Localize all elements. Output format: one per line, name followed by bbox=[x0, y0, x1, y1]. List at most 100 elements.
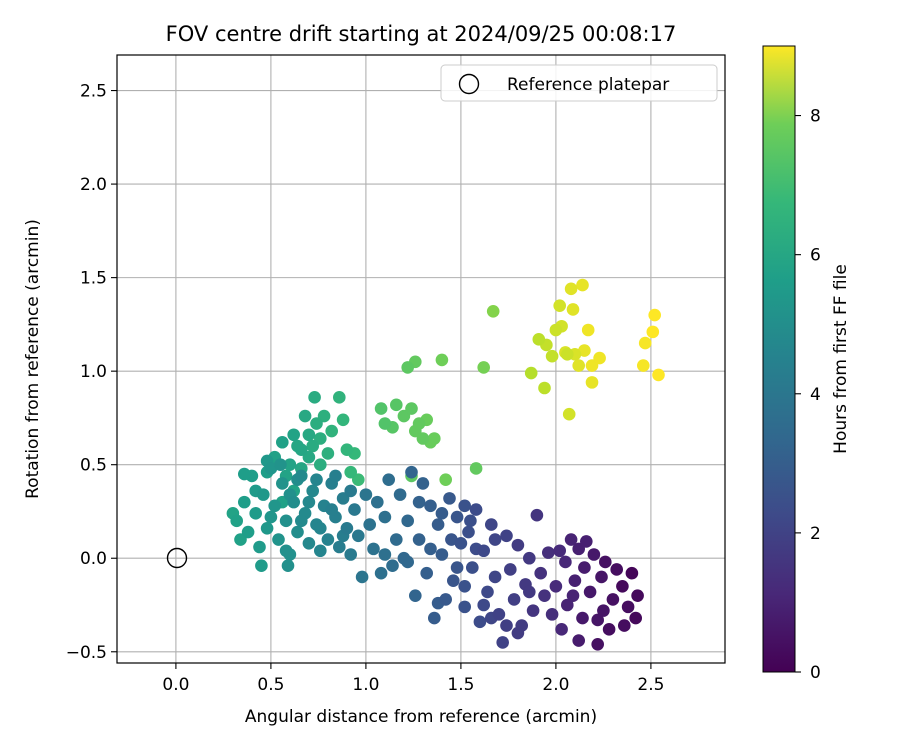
data-point bbox=[561, 598, 574, 612]
data-point bbox=[469, 503, 483, 516]
data-point bbox=[409, 589, 422, 602]
data-point bbox=[340, 522, 354, 535]
data-point bbox=[500, 529, 513, 543]
data-point bbox=[576, 611, 589, 625]
data-point bbox=[386, 559, 399, 573]
data-point bbox=[595, 570, 608, 584]
data-point bbox=[591, 637, 604, 651]
data-point bbox=[621, 600, 635, 614]
data-point bbox=[314, 458, 327, 471]
data-point bbox=[428, 611, 441, 625]
data-point bbox=[378, 548, 392, 561]
data-point bbox=[321, 447, 335, 460]
data-point bbox=[268, 499, 282, 513]
data-point bbox=[264, 462, 278, 475]
x-tick-label: 0.5 bbox=[257, 675, 284, 695]
data-point bbox=[355, 570, 369, 584]
data-point bbox=[631, 589, 644, 602]
data-point bbox=[458, 499, 472, 513]
data-point bbox=[306, 439, 320, 453]
data-point bbox=[523, 551, 536, 565]
data-point bbox=[486, 304, 500, 318]
data-point bbox=[390, 533, 403, 546]
data-point bbox=[363, 518, 377, 531]
data-point bbox=[238, 467, 251, 481]
data-point bbox=[393, 488, 407, 501]
x-tick-label: 1.5 bbox=[447, 675, 474, 695]
data-point bbox=[587, 548, 601, 561]
data-point bbox=[333, 540, 346, 554]
data-point bbox=[241, 525, 255, 539]
colorbar: 0 2 4 6 8 Hours from first FF file bbox=[762, 45, 851, 683]
data-point bbox=[291, 525, 304, 539]
data-point bbox=[325, 424, 339, 438]
data-point bbox=[336, 413, 350, 427]
data-point bbox=[652, 368, 665, 382]
data-point bbox=[367, 542, 380, 556]
data-point bbox=[450, 561, 464, 574]
data-point bbox=[568, 574, 582, 587]
data-point bbox=[500, 619, 513, 632]
data-point bbox=[314, 544, 327, 558]
reference-marker bbox=[166, 547, 188, 569]
data-point bbox=[559, 555, 572, 569]
data-point bbox=[597, 604, 610, 617]
data-point bbox=[378, 417, 392, 430]
data-point bbox=[435, 548, 449, 561]
data-point bbox=[310, 417, 323, 430]
y-tick-label: 0.5 bbox=[80, 456, 107, 476]
data-point bbox=[374, 566, 388, 580]
data-point bbox=[405, 465, 418, 479]
x-tick-label: 2.0 bbox=[542, 675, 569, 695]
data-point bbox=[610, 563, 623, 576]
data-point bbox=[572, 359, 585, 372]
data-point bbox=[496, 636, 510, 649]
data-point bbox=[458, 600, 472, 614]
data-point bbox=[344, 548, 358, 561]
data-point bbox=[564, 282, 578, 296]
legend-marker-icon bbox=[458, 73, 480, 95]
data-point bbox=[420, 566, 434, 580]
data-point bbox=[488, 533, 502, 546]
data-point bbox=[583, 585, 597, 599]
data-point bbox=[230, 514, 243, 528]
data-point bbox=[412, 495, 426, 509]
data-point bbox=[257, 488, 270, 501]
data-point bbox=[291, 439, 304, 453]
y-tick-label: 1.5 bbox=[80, 269, 107, 289]
colorbar-tick-label: 4 bbox=[810, 385, 821, 405]
data-point bbox=[638, 336, 652, 350]
data-point bbox=[629, 611, 642, 625]
data-point bbox=[464, 514, 477, 528]
data-point bbox=[648, 308, 661, 322]
data-point bbox=[580, 535, 593, 548]
data-point bbox=[255, 559, 268, 573]
data-point bbox=[405, 402, 418, 415]
data-point bbox=[416, 477, 430, 490]
legend: Reference platepar bbox=[440, 64, 718, 102]
data-point bbox=[431, 518, 445, 531]
data-point bbox=[532, 333, 546, 346]
data-point bbox=[549, 323, 563, 337]
data-point bbox=[287, 495, 301, 509]
y-tick-label: −0.5 bbox=[66, 643, 107, 663]
data-point bbox=[281, 559, 295, 573]
colorbar-tick-label: 6 bbox=[810, 246, 821, 266]
data-point bbox=[591, 613, 604, 627]
data-point bbox=[359, 488, 373, 501]
chart-title: FOV centre drift starting at 2024/09/25 … bbox=[166, 22, 677, 46]
data-point bbox=[325, 503, 339, 516]
data-point bbox=[295, 469, 308, 483]
data-point bbox=[264, 510, 278, 524]
data-point bbox=[566, 589, 580, 602]
colorbar-tick-label: 0 bbox=[810, 663, 821, 683]
data-point bbox=[276, 477, 289, 490]
data-point bbox=[308, 391, 321, 404]
data-point bbox=[378, 510, 392, 524]
data-point bbox=[435, 353, 449, 367]
data-point bbox=[538, 589, 551, 602]
data-point bbox=[576, 278, 589, 292]
data-point bbox=[477, 544, 491, 558]
data-point bbox=[344, 484, 358, 498]
